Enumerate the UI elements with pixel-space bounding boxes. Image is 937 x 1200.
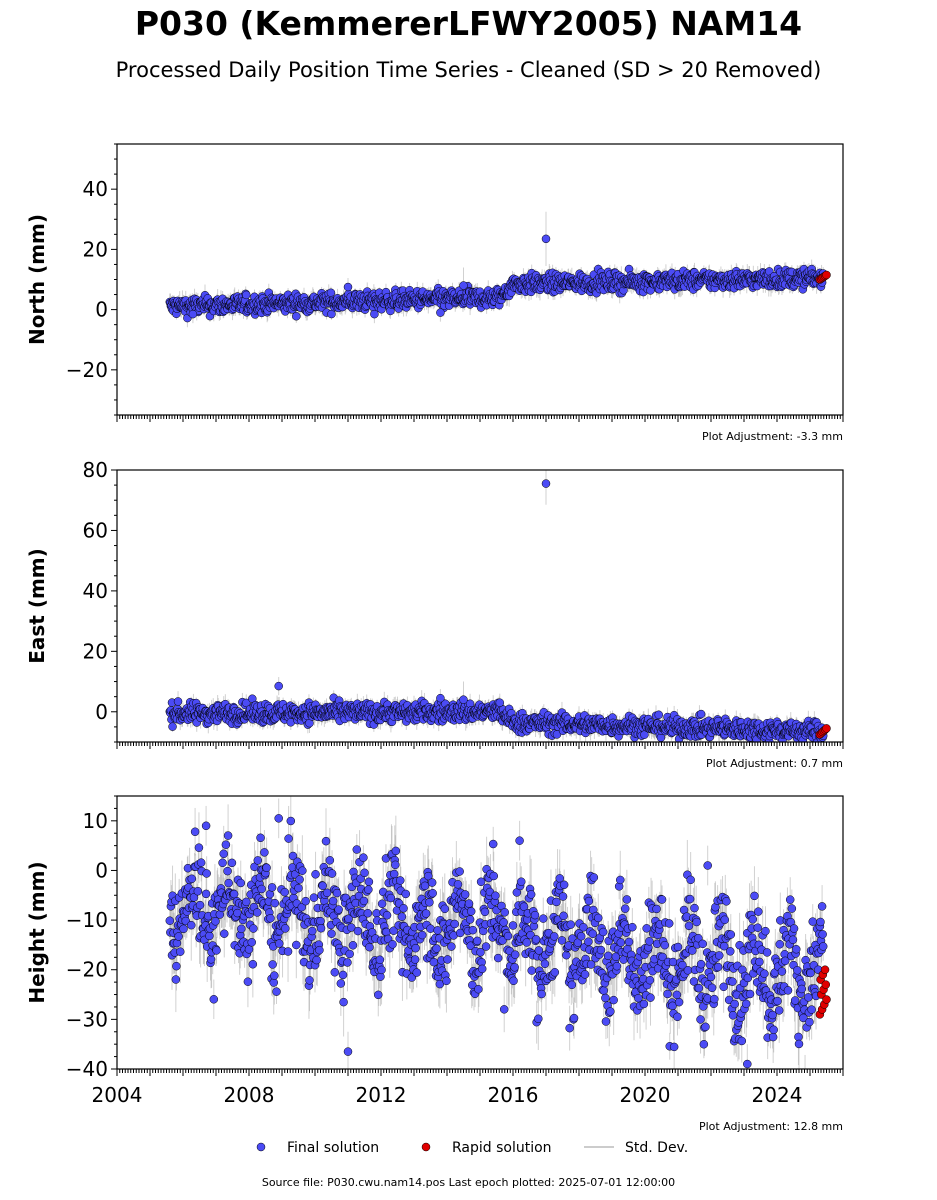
rapid-point <box>822 270 831 280</box>
final-point <box>459 281 468 290</box>
final-point <box>343 282 353 292</box>
final-point <box>173 697 183 706</box>
east-final-points <box>165 479 828 742</box>
final-point <box>436 308 445 317</box>
y-tick-label: 40 <box>83 177 108 201</box>
final-point <box>326 288 336 298</box>
final-point <box>242 290 251 300</box>
north-y-axis: −20 0 20 40 <box>66 143 117 416</box>
panel-north: −20 0 20 40 North (mm) Plot Adjustment: -3.3 … <box>25 143 844 443</box>
final-point <box>696 709 706 719</box>
final-point <box>654 710 663 720</box>
chart-subtitle: Processed Daily Position Time Series - C… <box>115 58 822 82</box>
chart-title: P030 (KemmererLFWY2005) NAM14 <box>134 4 803 43</box>
final-point <box>188 309 198 319</box>
north-x-ticks <box>116 415 844 422</box>
panels-group: −20 0 20 40 North (mm) Plot Adjustment: -3.3 … <box>25 143 844 1133</box>
north-rapid-points <box>815 270 831 284</box>
north-final-points <box>165 234 828 323</box>
north-y-axis-label: North (mm) <box>25 214 49 345</box>
y-tick-label: 0 <box>95 298 108 322</box>
final-point <box>292 312 301 321</box>
north-plot-adjustment: Plot Adjustment: -3.3 mm <box>702 430 843 443</box>
final-point <box>370 309 379 319</box>
final-point <box>168 722 177 731</box>
y-tick-label: 20 <box>83 237 108 261</box>
y-tick-label: −20 <box>66 358 108 382</box>
final-point <box>242 698 251 708</box>
final-point <box>541 234 551 244</box>
